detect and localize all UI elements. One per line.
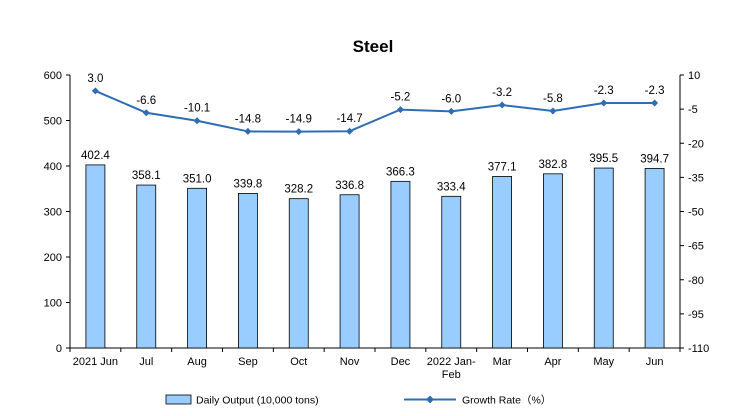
right-tick-label: -20 [688,138,704,150]
right-tick-label: -80 [688,275,704,287]
left-tick-label: 400 [44,161,62,173]
growth-point [142,109,150,117]
output-bar-label: 377.1 [488,161,517,173]
growth-point [396,106,404,114]
right-y-axis: 10 -5 -20 -35 -50 -65 -80 -95 -110 [679,70,709,355]
right-tick-label: -95 [688,309,704,321]
growth-point [447,107,455,115]
growth-point-labels: 3.0 -6.6 -10.1 -14.8 -14.9 -14.7 -5.2 -6.0 -3.2 -… [87,73,664,126]
growth-point-label: -2.3 [594,85,614,97]
legend-bar-swatch [165,394,192,405]
growth-point [498,101,506,109]
output-bar [543,173,563,349]
growth-point [244,127,252,135]
output-bar-label: 339.8 [234,178,263,190]
output-bar [492,176,512,349]
x-tick-label: May [593,356,614,368]
x-tick-label: Nov [340,356,360,368]
growth-point-label: -5.2 [391,92,411,104]
output-bar-label: 328.2 [284,184,313,196]
right-tick-label: -50 [688,207,704,219]
x-tick-label: Aug [187,356,207,368]
output-bar [644,168,665,349]
growth-point-label: -3.2 [492,87,512,99]
right-tick-label: -35 [688,172,704,184]
right-tick-label: 10 [688,70,700,82]
output-bar [136,184,157,349]
output-bar-label: 402.4 [81,150,110,162]
right-tick-label: -5 [688,104,698,116]
output-bar [390,180,411,349]
growth-point-label: -6.6 [136,95,156,107]
chart-title: Steel [353,37,394,56]
growth-point [295,128,303,136]
output-bar-label: 395.5 [589,153,618,165]
output-bar-label: 394.7 [640,153,669,165]
x-tick-label: Apr [544,356,561,368]
output-bar [339,194,360,349]
legend-bar-label: Daily Output (10,000 tons) [196,395,319,407]
output-bars [85,164,665,349]
growth-point-label: -5.8 [543,93,563,105]
output-bar-label: 382.8 [539,159,568,171]
legend-line-label: Growth Rate（%） [462,395,551,407]
x-tick-label: 2022 Jan-Feb [427,356,476,381]
x-tick-label: Dec [391,356,411,368]
growth-point-label: -14.7 [336,113,362,125]
growth-point [549,107,557,115]
right-tick-label: -110 [688,343,709,355]
output-bar-label: 358.1 [132,170,161,182]
x-tick-label: Jun [646,356,664,368]
output-bar-label: 333.4 [437,181,466,193]
output-bar [238,192,258,349]
left-tick-label: 200 [44,252,62,264]
output-bar [187,187,207,349]
growth-point-label: 3.0 [87,73,103,85]
growth-point [651,99,659,107]
growth-point-label: -14.8 [235,113,261,125]
x-tick-label: Oct [290,356,307,368]
output-bar [441,195,462,349]
output-bar [85,164,106,349]
x-tick-label: Jul [139,356,153,368]
x-tick-label: 2021 Jun [73,356,118,368]
left-tick-label: 600 [44,70,62,82]
output-bar-labels: 402.4 358.1 351.0 339.8 328.2 336.8 366.3 333.4… [81,150,669,196]
growth-point-label: -6.0 [441,93,461,105]
left-tick-label: 500 [44,116,62,128]
growth-point-label: -10.1 [184,103,210,115]
output-bar [288,198,309,349]
legend-line-marker [426,395,434,404]
growth-point [193,117,201,125]
growth-point-label: -14.9 [286,114,312,126]
left-tick-label: 100 [44,298,62,310]
right-tick-label: -65 [688,241,704,253]
x-tick-label: Sep [238,356,258,368]
growth-point [346,127,354,135]
output-bar-label: 351.0 [183,173,212,185]
left-tick-label: 0 [56,343,62,355]
growth-point [91,87,99,95]
legend: Daily Output (10,000 tons) Growth Rate（%… [165,394,551,407]
growth-point [600,99,608,107]
output-bar-label: 366.3 [386,166,415,178]
left-tick-label: 300 [44,207,62,219]
x-tick-label: Mar [493,356,512,368]
output-bar-label: 336.8 [335,180,364,192]
growth-line-path [95,90,655,133]
output-bar [593,167,614,349]
growth-line [91,87,659,136]
left-y-axis: 0 100 200 300 400 500 600 [44,70,71,355]
x-axis: 2021 Jun Jul Aug Sep Oct Nov Dec 2022 Jan-Feb Ma… [69,347,681,381]
growth-point-label: -2.3 [645,85,665,97]
